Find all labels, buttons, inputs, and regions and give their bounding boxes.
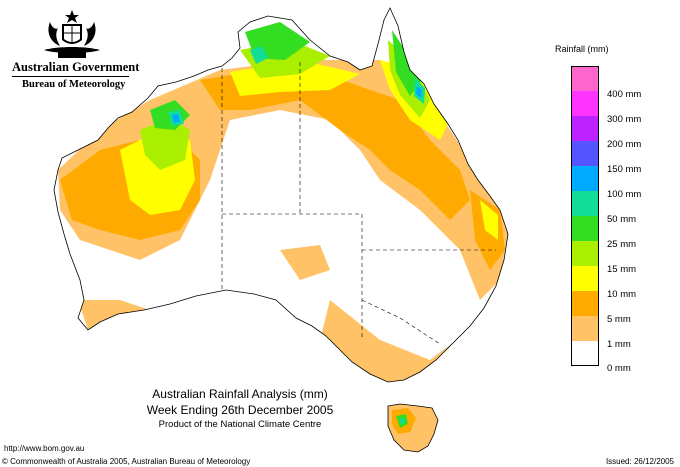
legend-label: 50 mm [607,214,637,225]
legend-label: 5 mm [607,314,631,325]
nsw-vic-border [361,299,441,345]
legend-swatch [571,266,599,291]
legend-label: 10 mm [607,289,637,300]
legend-label: 400 mm [607,89,642,100]
legend-label: 100 mm [607,189,642,200]
legend-swatch [571,291,599,316]
legend-label: 200 mm [607,139,642,150]
state-borders [221,62,496,345]
legend-swatch [571,341,599,366]
legend-swatch [571,191,599,216]
bureau-name: Bureau of Meteorology [22,79,126,90]
map-producer: Product of the National Climate Centre [158,419,322,430]
legend-swatch [571,116,599,141]
copyright-notice: © Commonwealth of Australia 2005, Austra… [2,457,251,466]
header: Australian Government Bureau of Meteorol… [0,0,150,100]
legend-swatch [571,216,599,241]
government-name: Australian Government [12,60,140,74]
legend-swatch [571,91,599,116]
map-title: Australian Rainfall Analysis (mm) [152,387,328,401]
tasmania [387,403,439,453]
mainland-coastline [53,7,509,383]
map-subtitle: Week Ending 26th December 2005 [146,403,334,417]
legend-title: Rainfall (mm) [555,44,609,54]
legend-swatch [571,66,599,91]
header-divider [12,76,129,77]
map-title-block: Australian Rainfall Analysis (mm) Week E… [100,386,380,432]
legend-label: 25 mm [607,239,637,250]
legend-swatch [571,241,599,266]
rainfall-legend: Rainfall (mm) 400 mm 300 mm 200 mm 150 m… [540,40,675,390]
issued-date: Issued: 26/12/2005 [605,457,674,466]
legend-swatch [571,166,599,191]
legend-label: 300 mm [607,114,642,125]
legend-label: 0 mm [607,363,631,374]
legend-label: 150 mm [607,164,642,175]
legend-label: 15 mm [607,264,637,275]
legend-label: 1 mm [607,339,631,350]
legend-swatch [571,316,599,341]
website-link[interactable]: http://www.bom.gov.au [4,444,85,453]
legend-swatch [571,141,599,166]
coat-of-arms-icon [44,10,100,58]
